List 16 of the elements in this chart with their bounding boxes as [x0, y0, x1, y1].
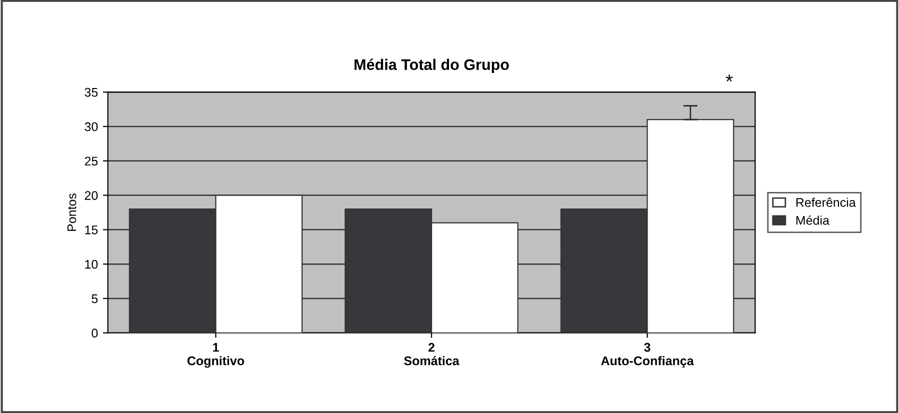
y-tick-label: 20: [84, 191, 98, 200]
text: *: [726, 74, 733, 82]
y-tick-label: 10: [85, 260, 98, 269]
y-tick-label: 35: [84, 88, 98, 97]
x-tick-label: 2 Somática: [404, 342, 460, 366]
y-tick-label: 25: [84, 156, 98, 166]
legend-label: Referência: [796, 198, 856, 207]
y-axis-title: Pontos: [68, 193, 76, 231]
y-tick-label: 5: [92, 294, 98, 304]
x-tick-label: 1 Cognitivo: [187, 343, 244, 368]
y-tick-label: 30: [84, 122, 98, 132]
y-tick-label: 0: [92, 328, 98, 338]
x-tick-label: 3 Auto-Confiança: [601, 342, 694, 368]
chart-title: Média Total do Grupo: [354, 58, 509, 74]
legend-label: Média: [796, 215, 830, 225]
y-tick-label: 15: [85, 226, 98, 234]
